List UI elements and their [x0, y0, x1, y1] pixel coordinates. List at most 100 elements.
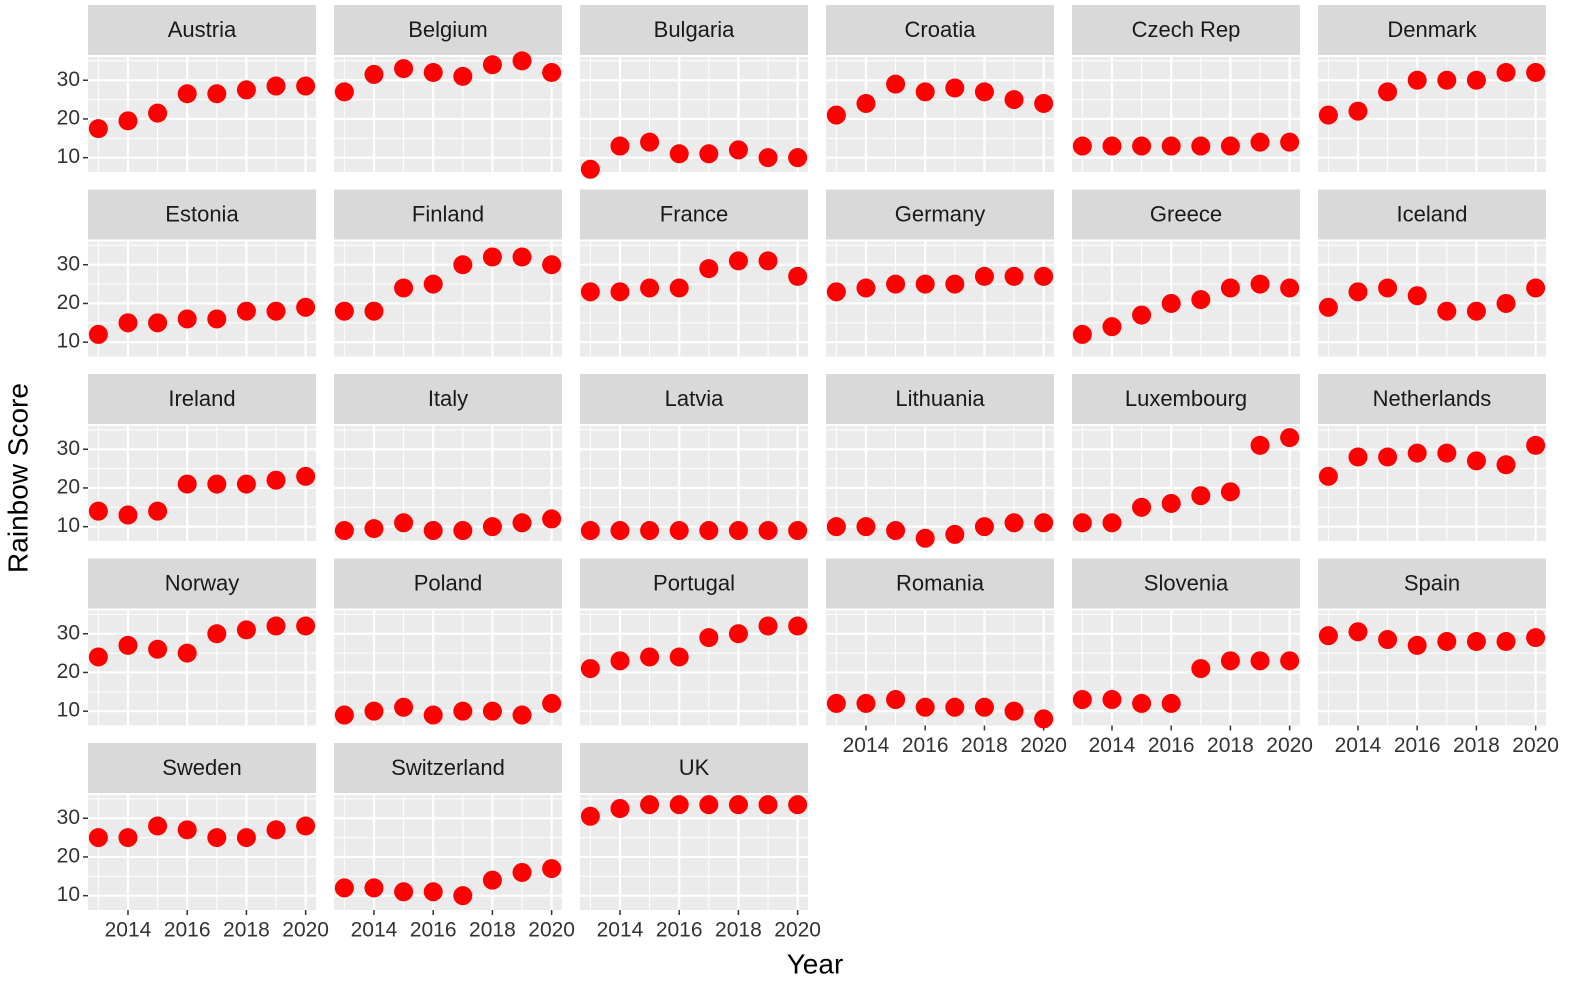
point [148, 816, 168, 836]
point [1348, 622, 1368, 642]
point [118, 828, 138, 848]
strip-label: Bulgaria [654, 17, 735, 42]
point [758, 251, 778, 271]
strip-label: Luxembourg [1125, 386, 1247, 411]
point [453, 66, 473, 86]
point [1378, 278, 1398, 298]
point [610, 651, 630, 671]
x-tick-label: 2020 [1512, 734, 1559, 757]
strip-label: Iceland [1397, 201, 1468, 226]
x-tick-label: 2018 [1453, 734, 1500, 757]
panel-background [88, 241, 316, 357]
y-tick-label: 30 [57, 437, 80, 460]
point [453, 521, 473, 541]
point [886, 690, 906, 710]
point [1280, 278, 1300, 298]
point [1191, 659, 1211, 679]
point [1348, 447, 1368, 467]
point [1132, 693, 1152, 713]
strip-label: Belgium [408, 17, 487, 42]
point [1496, 293, 1516, 313]
y-tick-label: 20 [57, 844, 80, 867]
point [177, 474, 197, 494]
point [1378, 630, 1398, 650]
point [1220, 136, 1240, 156]
point [1161, 693, 1181, 713]
point [728, 624, 748, 644]
point [640, 647, 660, 667]
y-tick-label: 10 [57, 699, 80, 722]
point [699, 144, 719, 164]
point [236, 474, 256, 494]
point [856, 93, 876, 113]
point [482, 870, 502, 890]
point [207, 309, 227, 329]
strip [826, 5, 1054, 55]
point [1220, 651, 1240, 671]
point [1102, 136, 1122, 156]
point [1466, 451, 1486, 471]
point [580, 282, 600, 302]
point [1004, 701, 1024, 721]
strip-label: Portugal [653, 570, 735, 595]
point [1526, 62, 1546, 82]
point [394, 513, 414, 533]
point [334, 521, 354, 541]
point [1466, 301, 1486, 321]
point [580, 659, 600, 679]
strip [1318, 5, 1546, 55]
point [610, 521, 630, 541]
point [610, 136, 630, 156]
strip-label: Croatia [905, 17, 977, 42]
y-tick-label: 10 [57, 330, 80, 353]
point [1378, 447, 1398, 467]
point [886, 274, 906, 294]
y-tick-label: 10 [57, 883, 80, 906]
strip-label: Denmark [1387, 17, 1477, 42]
point [1132, 136, 1152, 156]
point [1318, 105, 1338, 125]
point [610, 282, 630, 302]
point [88, 324, 108, 344]
point [788, 266, 808, 286]
x-tick-label: 2020 [774, 919, 821, 942]
point [266, 470, 286, 490]
point [542, 693, 562, 713]
point [758, 148, 778, 168]
point [512, 862, 532, 882]
point [1072, 690, 1092, 710]
strip-label: Poland [414, 570, 483, 595]
point [1407, 443, 1427, 463]
point [1034, 709, 1054, 729]
point [1496, 455, 1516, 475]
point [1102, 513, 1122, 533]
point [856, 693, 876, 713]
x-tick-label: 2016 [410, 919, 457, 942]
point [542, 62, 562, 82]
point [1250, 651, 1270, 671]
point [177, 309, 197, 329]
point [1437, 443, 1457, 463]
point [699, 795, 719, 815]
y-tick-label: 30 [57, 806, 80, 829]
point [1437, 631, 1457, 651]
strip-label: Czech Rep [1132, 17, 1241, 42]
point [1034, 266, 1054, 286]
x-tick-label: 2014 [843, 734, 890, 757]
strip [1072, 189, 1300, 240]
point [974, 697, 994, 717]
strip-label: Austria [168, 17, 237, 42]
x-tick-label: 2016 [1148, 734, 1195, 757]
point [118, 313, 138, 333]
point [296, 297, 316, 317]
strip [88, 743, 316, 793]
point [945, 524, 965, 544]
strip-label: Ireland [168, 386, 235, 411]
strip [334, 189, 562, 240]
point [856, 517, 876, 537]
point [88, 647, 108, 667]
point [669, 521, 689, 541]
strip-label: Slovenia [1144, 570, 1229, 595]
point [1496, 631, 1516, 651]
